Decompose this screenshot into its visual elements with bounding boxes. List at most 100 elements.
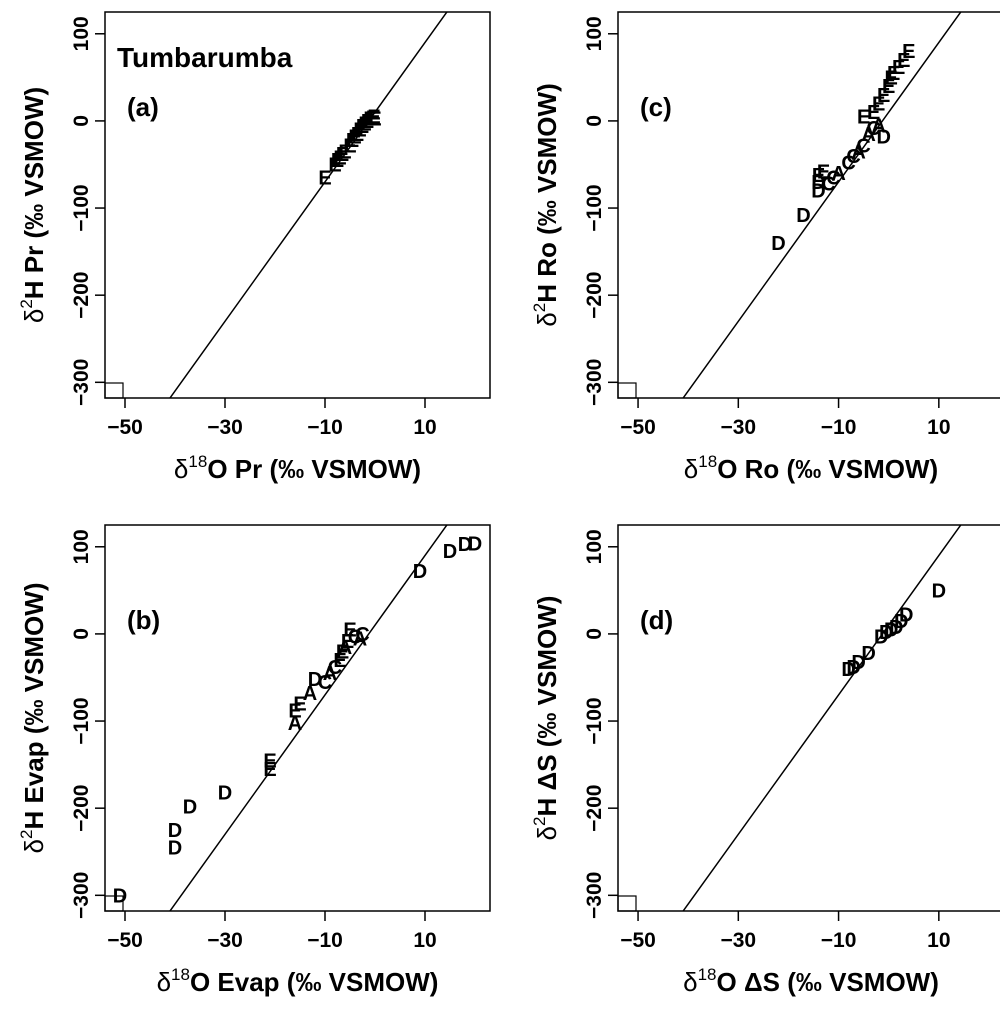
data-point: C: [841, 153, 855, 175]
x-tick-label: 10: [927, 929, 950, 952]
reference-line: [682, 525, 962, 911]
y-tick-label: 0: [70, 628, 93, 640]
data-point: E: [263, 750, 276, 772]
data-point: A: [303, 683, 317, 705]
x-tick-label: −50: [620, 929, 656, 952]
data-point: E: [867, 102, 880, 124]
data-point: E: [263, 759, 276, 781]
y-tick-label: −300: [70, 359, 93, 406]
data-point: A: [831, 163, 845, 185]
data-point: E: [288, 701, 301, 723]
data-point: E: [328, 154, 341, 176]
reference-line: [682, 12, 962, 398]
panel-label: (c): [640, 92, 672, 122]
x-tick-label: −10: [821, 416, 857, 439]
data-point: E: [336, 144, 349, 166]
x-axis-label: δ18O Ro (‰ VSMOW): [684, 452, 938, 484]
y-axis-label: δ2H Evap (‰ VSMOW): [17, 583, 49, 854]
data-point: E: [341, 631, 354, 653]
data-point: D: [183, 796, 197, 818]
data-point: C: [328, 657, 342, 679]
data-point: D: [932, 580, 946, 602]
data-point: E: [892, 57, 905, 79]
data-point: E: [877, 85, 890, 107]
y-axis-label: δ2H ΔS (‰ VSMOW): [530, 596, 562, 841]
corner-box: [104, 895, 124, 912]
x-tick-label: −50: [107, 416, 143, 439]
plot-frame: [104, 524, 491, 912]
plot-frame: [104, 11, 491, 399]
reference-line: [169, 12, 448, 398]
data-point: E: [333, 650, 346, 672]
x-tick-label: −10: [307, 416, 343, 439]
data-point: C: [355, 624, 369, 646]
data-point: C: [318, 672, 332, 694]
y-axis-label: δ2H Ro (‰ VSMOW): [530, 83, 562, 326]
panel-label: (b): [127, 605, 160, 635]
data-point: E: [872, 93, 885, 115]
data-point: C: [826, 168, 840, 190]
corner-box: [617, 382, 637, 399]
x-axis-label: δ18O ΔS (‰ VSMOW): [683, 965, 939, 997]
y-axis-label: δ2H Pr (‰ VSMOW): [17, 87, 49, 323]
data-point: E: [336, 641, 349, 663]
panel-d: −50 −30 −10 10 −300 −200 −100 0 100 δ18O ΔS (‰ VS…: [530, 524, 1000, 997]
data-point: D: [874, 627, 888, 649]
data-point: D: [811, 181, 825, 203]
data-point: D: [168, 820, 182, 842]
data-point: E: [885, 67, 898, 89]
data-point: D: [851, 652, 865, 674]
data-point: E: [333, 148, 346, 170]
data-point: C: [846, 146, 860, 168]
data-point: E: [882, 76, 895, 98]
panel-a: −50 −30 −10 10 −300 −200 −100 0 100 δ18O Pr (‰ VS…: [17, 11, 491, 484]
data-point: E: [361, 111, 374, 133]
data-point: E: [338, 141, 351, 163]
x-tick-label: −30: [720, 416, 756, 439]
data-point: D: [113, 885, 127, 907]
y-tick-label: 0: [583, 115, 606, 127]
x-tick-label: 10: [413, 416, 436, 439]
x-tick-label: −30: [720, 929, 756, 952]
x-tick-label: 10: [927, 416, 950, 439]
data-point: D: [218, 782, 232, 804]
data-point: D: [894, 611, 908, 633]
data-point: D: [879, 622, 893, 644]
data-point: D: [443, 541, 457, 563]
data-point: A: [871, 115, 885, 137]
panel-c: −50 −30 −10 10 −300 −200 −100 0 100 δ18O Ro (‰ VS…: [530, 11, 1000, 484]
data-point: C: [821, 174, 835, 196]
x-axis-label: δ18O Pr (‰ VSMOW): [174, 452, 421, 484]
reference-line: [169, 525, 448, 911]
data-point: E: [857, 107, 870, 129]
panel-label: (a): [127, 92, 159, 122]
panel-label: (d): [640, 605, 673, 635]
x-tick-label: −10: [821, 929, 857, 952]
y-tick-label: −100: [583, 184, 606, 231]
x-tick-label: −50: [620, 416, 656, 439]
data-point: E: [348, 127, 361, 149]
corner-box: [104, 382, 124, 399]
data-point: D: [458, 534, 472, 556]
data-point: E: [346, 130, 359, 152]
x-axis-label: δ18O Evap (‰ VSMOW): [157, 965, 439, 997]
panel-b: −50 −30 −10 10 −300 −200 −100 0 100 δ18O Evap (‰ …: [17, 524, 491, 997]
y-tick-label: −300: [70, 872, 93, 919]
data-point: E: [366, 107, 379, 129]
data-point: E: [356, 116, 369, 138]
data-point: E: [331, 150, 344, 172]
plot-frame: [617, 11, 1000, 399]
data-point: A: [353, 628, 367, 650]
y-tick-label: 0: [583, 628, 606, 640]
x-tick-label: −30: [207, 929, 243, 952]
data-point: E: [293, 694, 306, 716]
y-tick-label: −300: [583, 872, 606, 919]
y-tick-label: 100: [70, 16, 93, 51]
y-tick-label: 100: [583, 16, 606, 51]
data-point: A: [861, 124, 875, 146]
data-point: D: [884, 620, 898, 642]
data-point: E: [363, 108, 376, 130]
data-point: E: [812, 165, 825, 187]
data-point: D: [876, 127, 890, 149]
y-tick-label: −100: [70, 697, 93, 744]
